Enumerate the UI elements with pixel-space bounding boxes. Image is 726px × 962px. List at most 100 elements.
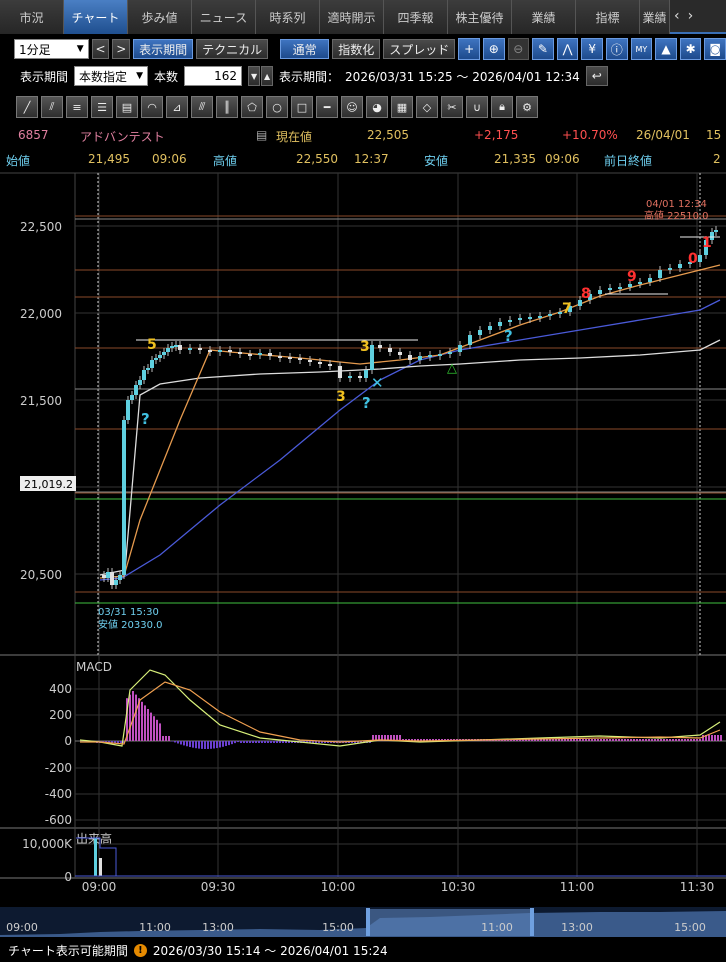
tab-prev-icon[interactable]: ‹ bbox=[674, 8, 680, 24]
macd-hist-bar bbox=[186, 741, 188, 747]
macd-hist-bar bbox=[120, 741, 122, 743]
lock-icon[interactable]: 🔒︎ bbox=[491, 96, 513, 118]
macd-hist-bar bbox=[624, 739, 626, 741]
macd-hist-bar bbox=[258, 741, 260, 743]
macd-hist-bar bbox=[651, 739, 653, 741]
tab-timeseries[interactable]: 時系列 bbox=[256, 0, 320, 34]
navigator-handle-left[interactable] bbox=[366, 908, 370, 936]
hlines-icon[interactable]: ☰ bbox=[91, 96, 113, 118]
icon-stamp-icon[interactable]: ☺ bbox=[341, 96, 363, 118]
normal-button[interactable]: 通常 bbox=[280, 39, 330, 59]
tab-benefits[interactable]: 株主優待 bbox=[448, 0, 512, 34]
next-button[interactable]: > bbox=[112, 39, 131, 59]
macd-hist-bar bbox=[654, 739, 656, 741]
arc-icon[interactable]: ◠ bbox=[141, 96, 163, 118]
macd-hist-bar bbox=[384, 735, 386, 741]
macd-hist-bar bbox=[579, 739, 581, 741]
technical-button[interactable]: テクニカル bbox=[196, 39, 269, 59]
price-tick: 20,500 bbox=[20, 568, 62, 582]
navigator-handle-right[interactable] bbox=[530, 908, 534, 936]
candle bbox=[142, 370, 146, 380]
pentagon-icon[interactable]: ⬠ bbox=[241, 96, 263, 118]
count-input[interactable]: 162 bbox=[184, 66, 243, 86]
candle bbox=[578, 300, 582, 306]
macd-hist-bar bbox=[360, 741, 362, 743]
macd-hist-bar bbox=[582, 739, 584, 741]
tab-ticks[interactable]: 歩み値 bbox=[128, 0, 192, 34]
macd-hist-bar bbox=[435, 739, 437, 741]
candle bbox=[166, 348, 170, 352]
macd-hist-bar bbox=[585, 739, 587, 741]
rect-icon[interactable]: □ bbox=[291, 96, 313, 118]
warning-icon: ! bbox=[133, 943, 147, 957]
channel-icon[interactable]: ⫽ bbox=[41, 96, 63, 118]
fib-icon[interactable]: ▤ bbox=[116, 96, 138, 118]
magnet-icon[interactable]: ∪ bbox=[466, 96, 488, 118]
zoom-out-icon[interactable]: ⊖ bbox=[507, 38, 530, 60]
area-chart-icon[interactable]: ▲ bbox=[655, 38, 677, 60]
eraser-all-icon[interactable]: ✂ bbox=[441, 96, 463, 118]
tab-disclosure[interactable]: 適時開示 bbox=[320, 0, 384, 34]
macd-hist-bar bbox=[678, 739, 680, 741]
info-icon[interactable]: ⓘ bbox=[605, 38, 628, 60]
current-label: 現在値 bbox=[276, 130, 313, 144]
high-annotation-value: 高値 22510.0 bbox=[644, 209, 709, 222]
macd-hist-bar bbox=[174, 741, 176, 743]
chart-canvas[interactable]: 22,500 22,000 21,500 20,500 21,019.2 5 3… bbox=[0, 0, 726, 938]
doc-icon[interactable]: ▤ bbox=[256, 128, 268, 142]
crosshair-icon[interactable]: + bbox=[458, 38, 480, 60]
yen-icon[interactable]: ¥ bbox=[581, 38, 603, 60]
candle bbox=[110, 572, 114, 585]
fan-icon[interactable]: ⊿ bbox=[166, 96, 188, 118]
tab-indicators[interactable]: 指標 bbox=[576, 0, 640, 34]
prev-button[interactable]: < bbox=[91, 39, 110, 59]
change-value: +2,175 bbox=[474, 128, 519, 142]
circle-icon[interactable]: ○ bbox=[266, 96, 288, 118]
macd-hist-bar bbox=[558, 739, 560, 741]
count-down-icon[interactable]: ▼ bbox=[248, 66, 261, 86]
spread-button[interactable]: スプレッド bbox=[383, 39, 456, 59]
candle bbox=[278, 356, 282, 358]
period-unit-select[interactable]: 1分足 ▼ bbox=[14, 39, 89, 59]
eraser-icon[interactable]: ◇ bbox=[416, 96, 438, 118]
macd-hist-bar bbox=[198, 741, 200, 749]
tab-news[interactable]: ニュース bbox=[192, 0, 256, 34]
chevron-down-icon: ▼ bbox=[136, 71, 144, 81]
tab-next-icon[interactable]: › bbox=[687, 8, 694, 24]
tab-results-2[interactable]: 業績 bbox=[640, 0, 670, 34]
note-icon[interactable]: ◕ bbox=[366, 96, 388, 118]
macd-hist-bar bbox=[591, 739, 593, 741]
macd-hist-bar bbox=[525, 739, 527, 741]
parallel-icon[interactable]: ≡ bbox=[66, 96, 88, 118]
vlines-icon[interactable]: ║ bbox=[216, 96, 238, 118]
display-period-button[interactable]: 表示期間 bbox=[133, 39, 194, 59]
period-mode-select[interactable]: 本数指定 ▼ bbox=[74, 66, 149, 86]
reset-icon[interactable]: ↩ bbox=[585, 66, 608, 86]
index-button[interactable]: 指数化 bbox=[332, 39, 381, 59]
zoom-in-icon[interactable]: ⊕ bbox=[482, 38, 505, 60]
table-icon[interactable]: ▦ bbox=[391, 96, 413, 118]
navigator-window[interactable] bbox=[367, 909, 533, 936]
time-tick: 10:00 bbox=[321, 880, 356, 894]
macd-hist-bar bbox=[432, 739, 434, 741]
macd-hist-bar bbox=[609, 739, 611, 741]
gann-icon[interactable]: ⫻ bbox=[191, 96, 213, 118]
tab-results[interactable]: 業績 bbox=[512, 0, 576, 34]
high-time: 12:37 bbox=[354, 152, 389, 166]
pen-icon[interactable]: ✎ bbox=[532, 38, 554, 60]
signal-icon[interactable]: ⋀ bbox=[556, 38, 579, 60]
line-icon[interactable]: ╱ bbox=[16, 96, 38, 118]
tab-chart[interactable]: チャート bbox=[64, 0, 128, 34]
macd-hist-bar bbox=[216, 741, 218, 749]
macd-hist-bar bbox=[270, 741, 272, 743]
macd-hist-bar bbox=[672, 739, 674, 741]
macd-hist-bar bbox=[213, 741, 215, 749]
hline-icon[interactable]: ━ bbox=[316, 96, 338, 118]
tab-market[interactable]: 市況 bbox=[0, 0, 64, 34]
settings-icon[interactable]: ⚙ bbox=[516, 96, 538, 118]
wrench-icon[interactable]: ✱ bbox=[679, 38, 702, 60]
count-up-icon[interactable]: ▲ bbox=[261, 66, 274, 86]
macd-hist-bar bbox=[600, 739, 602, 741]
tab-quarterly[interactable]: 四季報 bbox=[384, 0, 448, 34]
my-icon[interactable]: MY bbox=[630, 38, 653, 60]
